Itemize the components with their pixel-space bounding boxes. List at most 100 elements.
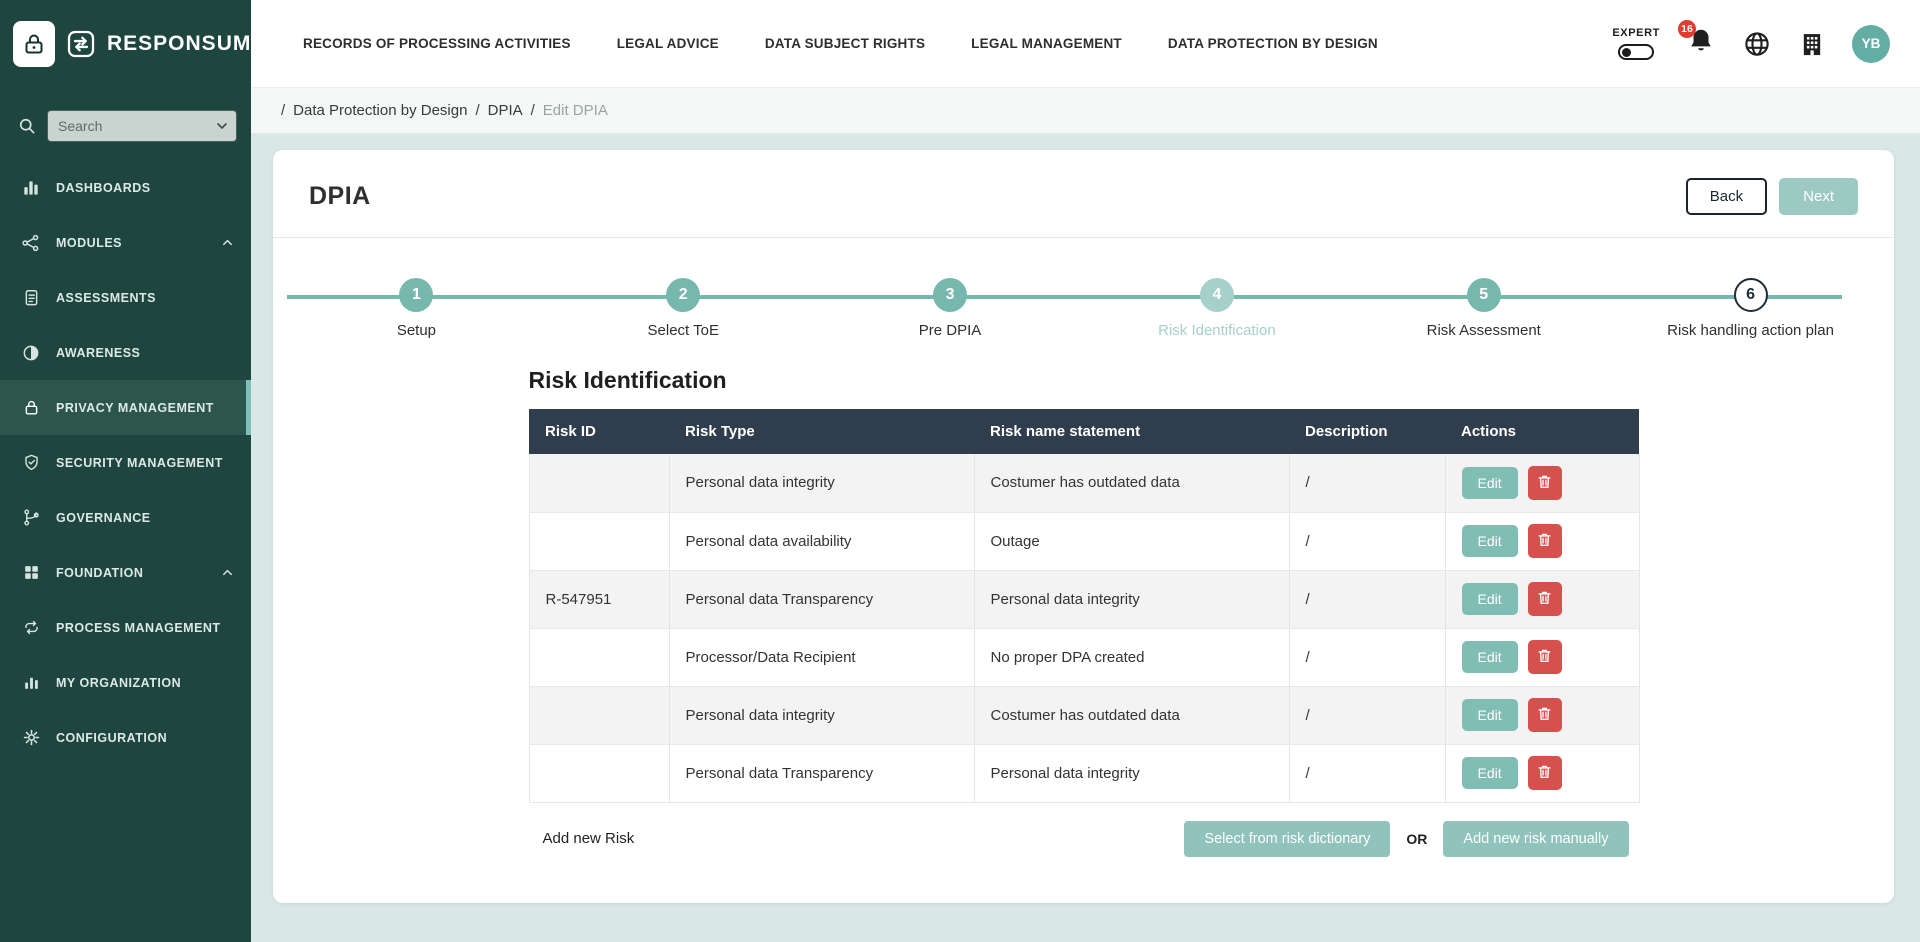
step-label: Risk handling action plan [1667, 322, 1834, 339]
branch-icon [20, 508, 42, 527]
nav-data-subject-rights[interactable]: DATA SUBJECT RIGHTS [764, 36, 926, 51]
sidebar-item-configuration[interactable]: CONFIGURATION [0, 710, 251, 765]
select-from-risk-dictionary-button[interactable]: Select from risk dictionary [1184, 820, 1391, 857]
sidebar-item-assessments[interactable]: ASSESSMENTS [0, 270, 251, 325]
card-header: DPIA Back Next [273, 150, 1894, 238]
topbar-actions: EXPERT 16 [1612, 20, 1890, 63]
responsum-logo-icon [65, 28, 97, 60]
next-button[interactable]: Next [1779, 178, 1858, 215]
chevron-up-icon[interactable] [220, 235, 235, 250]
step-risk-assessment[interactable]: 5 Risk Assessment [1350, 278, 1617, 339]
sidebar-item-governance[interactable]: GOVERNANCE [0, 490, 251, 545]
add-new-risk-manually-button[interactable]: Add new risk manually [1443, 820, 1629, 857]
step-select-toe[interactable]: 2 Select ToE [550, 278, 817, 339]
step-number: 4 [1199, 278, 1234, 312]
content-area: DPIA Back Next 1 Setup 2 Select ToE [251, 134, 1920, 942]
delete-button[interactable] [1527, 465, 1562, 500]
delete-button[interactable] [1527, 582, 1562, 616]
chevron-down-icon[interactable] [214, 118, 230, 139]
table-row: Personal data integrity Costumer has out… [528, 686, 1640, 745]
edit-button[interactable]: Edit [1461, 699, 1518, 731]
col-risk-id: Risk ID [529, 409, 669, 454]
sidebar-item-process-management[interactable]: PROCESS MANAGEMENT [0, 600, 251, 655]
chevron-up-icon[interactable] [220, 565, 235, 580]
risk-id-cell [528, 628, 670, 687]
expert-label: EXPERT [1612, 27, 1660, 39]
risk-id-cell [528, 512, 670, 571]
step-label: Setup [396, 322, 437, 339]
sidebar-item-foundation[interactable]: FOUNDATION [0, 545, 251, 600]
nav-data-protection-by-design[interactable]: DATA PROTECTION BY DESIGN [1167, 36, 1378, 51]
breadcrumb: / Data Protection by Design / DPIA / Edi… [251, 88, 1920, 134]
wizard-stepper: 1 Setup 2 Select ToE 3 Pre DPIA 4 Risk I… [273, 238, 1894, 339]
sidebar-item-awareness[interactable]: AWARENESS [0, 325, 251, 380]
risk-identification-section: Risk Identification Risk ID Risk Type Ri… [528, 367, 1640, 857]
risk-type-cell: Personal data Transparency [669, 570, 975, 629]
actions-cell: Edit [1445, 570, 1640, 629]
step-number: 1 [399, 278, 434, 312]
trash-icon [1536, 763, 1553, 783]
risk-id-cell [528, 686, 670, 745]
col-description: Description [1289, 409, 1445, 454]
step-label: Select ToE [647, 322, 719, 339]
nav-legal-advice[interactable]: LEGAL ADVICE [616, 36, 719, 51]
delete-button[interactable] [1527, 640, 1562, 674]
sidebar-item-my-organization[interactable]: MY ORGANIZATION [0, 655, 251, 710]
dpia-card: DPIA Back Next 1 Setup 2 Select ToE [273, 150, 1894, 903]
description-cell: / [1289, 512, 1446, 571]
main-area: RECORDS OF PROCESSING ACTIVITIES LEGAL A… [251, 0, 1920, 942]
edit-button[interactable]: Edit [1461, 525, 1518, 557]
step-number: 3 [933, 278, 968, 312]
delete-button[interactable] [1527, 698, 1562, 732]
trash-icon [1536, 705, 1553, 725]
sidebar-item-label: PRIVACY MANAGEMENT [56, 400, 214, 415]
breadcrumb-data-protection-by-design[interactable]: Data Protection by Design [293, 102, 468, 119]
edit-button[interactable]: Edit [1461, 466, 1518, 499]
breadcrumb-dpia[interactable]: DPIA [487, 102, 523, 119]
edit-button[interactable]: Edit [1461, 583, 1518, 615]
delete-button[interactable] [1527, 756, 1562, 790]
risk-id-cell: R-547951 [528, 570, 670, 629]
step-risk-identification[interactable]: 4 Risk Identification [1083, 278, 1350, 339]
sidebar-item-modules[interactable]: MODULES [0, 215, 251, 270]
risk-type-cell: Personal data integrity [669, 686, 975, 745]
sidebar-nav: DASHBOARDS MODULES [0, 160, 251, 765]
description-cell: / [1289, 686, 1446, 745]
actions-cell: Edit [1445, 628, 1640, 687]
nav-legal-management[interactable]: LEGAL MANAGEMENT [971, 36, 1122, 51]
actions-cell: Edit [1445, 512, 1640, 571]
clipboard-icon [20, 288, 42, 307]
description-cell: / [1289, 454, 1446, 513]
breadcrumb-edit-dpia: Edit DPIA [542, 102, 608, 119]
step-risk-handling-action-plan[interactable]: 6 Risk handling action plan [1617, 278, 1884, 339]
globe-icon[interactable] [1742, 29, 1772, 59]
risk-type-cell: Personal data availability [669, 512, 975, 571]
delete-button[interactable] [1527, 524, 1562, 558]
edit-button[interactable]: Edit [1461, 757, 1518, 789]
sidebar-item-security-management[interactable]: SECURITY MANAGEMENT [0, 435, 251, 490]
risk-name-cell: No proper DPA created [974, 628, 1290, 687]
step-setup[interactable]: 1 Setup [283, 278, 550, 339]
search-input[interactable] [47, 110, 237, 142]
topbar: RECORDS OF PROCESSING ACTIVITIES LEGAL A… [251, 0, 1920, 88]
breadcrumb-separator: / [281, 102, 286, 119]
step-label: Risk Assessment [1426, 322, 1541, 339]
avatar[interactable]: YB [1852, 24, 1890, 63]
step-pre-dpia[interactable]: 3 Pre DPIA [817, 278, 1084, 339]
sidebar-item-privacy-management[interactable]: PRIVACY MANAGEMENT [0, 380, 251, 435]
risk-type-cell: Processor/Data Recipient [669, 628, 975, 687]
sidebar-item-label: ASSESSMENTS [56, 290, 156, 305]
back-button[interactable]: Back [1685, 178, 1768, 215]
nav-records-of-processing-activities[interactable]: RECORDS OF PROCESSING ACTIVITIES [303, 36, 571, 51]
notifications-button[interactable]: 16 [1678, 20, 1716, 61]
table-row: Personal data availability Outage / Edit [528, 512, 1640, 571]
toggle-switch[interactable] [1618, 44, 1655, 60]
expert-toggle[interactable]: EXPERT [1612, 27, 1660, 60]
building-icon[interactable] [1798, 30, 1826, 58]
sidebar-item-dashboards[interactable]: DASHBOARDS [0, 160, 251, 215]
logo[interactable]: RESPONSUM [0, 0, 251, 88]
nodes-icon [20, 233, 42, 253]
lock-logo-icon [13, 21, 55, 67]
edit-button[interactable]: Edit [1461, 641, 1518, 673]
actions-cell: Edit [1445, 686, 1640, 745]
